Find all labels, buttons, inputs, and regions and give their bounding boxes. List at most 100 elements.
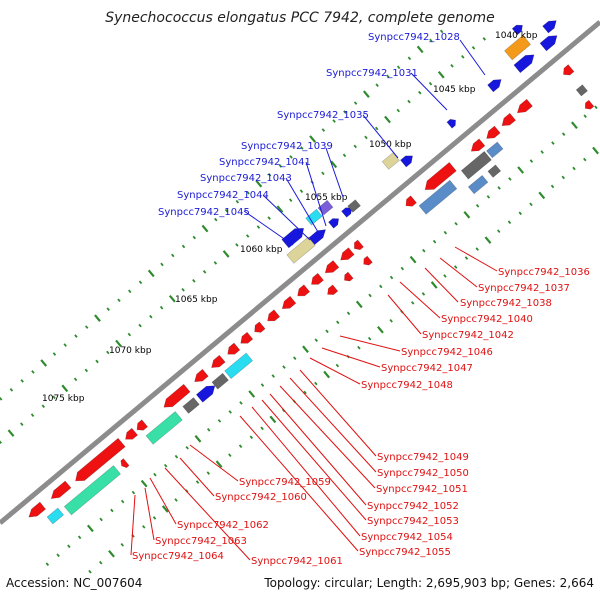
gene-feature-shape [254,321,266,333]
tick-dash [375,83,379,88]
tick-dash [278,164,283,168]
tick-dash [120,499,125,504]
tick-dash [73,377,78,382]
gene-feature-shape [347,199,361,213]
tick-dash [88,569,92,574]
gene-label-1053: Synpcc7942_1053 [367,516,459,527]
tick-dash [330,160,338,169]
gene-feature-shape [46,507,65,525]
tick-dash [299,189,304,194]
tick-dash [41,404,46,409]
tick-dash [269,415,277,424]
gene-feature-shape [211,372,229,390]
tick-dash [355,300,363,309]
tick-dash [529,159,534,163]
gene-label-1036: Synpcc7942_1036 [498,267,590,278]
tick-dash [228,410,232,414]
tick-dash [450,63,454,68]
tick-dash [159,305,164,310]
gene-feature-shape [405,195,417,207]
gene-label-1044: Synpcc7942_1044 [177,190,269,201]
tick-dash [463,211,471,219]
tick-dash [149,314,153,319]
tick-dash [583,157,587,162]
tick-dash [389,318,393,323]
tick-dash [108,549,115,558]
tick-dash [551,141,555,145]
tick-dash [152,516,157,520]
gene-feature-shape [324,260,340,274]
tick-dash [342,153,347,158]
tick-dash [84,368,89,373]
tick-dash [353,144,357,149]
plus-strand-callouts: Synpcc7942_1028 Synpcc7942_1031 Synpcc79… [158,32,486,246]
tick-dash [228,453,232,457]
tick-dash [84,325,89,329]
tick-dash [260,383,265,387]
tick-dash [321,171,325,176]
tick-dash [142,525,146,529]
kbp-label-1045: 1045 kbp [433,85,476,95]
tick-dash [174,454,179,459]
tick-dash [325,329,329,334]
tick-dash [217,419,222,423]
tick-dash [174,498,178,502]
tick-dash [239,401,243,405]
tick-dash [0,440,2,444]
tick-dash [248,390,256,398]
gene-label-1040: Synpcc7942_1040 [441,314,533,325]
gene-feature-shape [446,118,456,129]
tick-dash [418,90,422,95]
gene-feature-shape [211,354,226,368]
tick-dash [302,345,309,353]
tick-dash [529,202,533,207]
kbp-label-1040: 1040 kbp [495,31,538,41]
accession-text: Accession: NC_007604 [6,576,142,590]
tick-dash [192,279,196,283]
tick-dash [52,352,57,356]
tick-dash [377,325,384,334]
gene-feature-shape [487,164,502,178]
tick-dash [396,65,401,70]
tick-dash [594,105,598,110]
gene-feature-shape [487,79,502,93]
tick-dash [461,55,465,59]
tick-dash [0,397,3,401]
gene-label-1046: Synpcc7942_1046 [401,347,493,358]
gene-label-1059: Synpcc7942_1059 [239,477,331,488]
gene-feature-shape [511,24,523,36]
gene-feature-shape [418,179,458,215]
gene-feature-shape [460,150,492,180]
gene-label-1042: Synpcc7942_1042 [422,330,514,341]
tick-dash [368,293,372,298]
tick-dash [260,426,264,431]
gene-feature-shape [281,295,297,310]
gene-feature-shape [501,112,517,127]
tick-dash [235,199,240,204]
kbp-markers: 1040 kbp 1045 kbp 1050 kbp 1055 kbp 1060… [42,31,538,404]
tick-dash [138,280,143,285]
tick-dash [346,311,351,316]
gene-feature-shape [267,309,281,322]
gene-feature-shape [120,458,130,469]
tick-dash [214,217,218,222]
tick-dash [163,463,168,468]
tick-dash [128,289,132,294]
gene-feature-shape [227,342,241,355]
gene-feature-shape [75,437,126,482]
kbp-label-1055: 1055 kbp [305,193,348,203]
gene-feature-shape [224,352,254,380]
gene-feature-shape [575,84,588,97]
gene-feature-shape [194,368,209,383]
gene-label-1047: Synpcc7942_1047 [381,363,473,374]
map-title: Synechococcus elongatus PCC 7942, comple… [105,10,495,26]
tick-dash [484,236,492,244]
tick-dash [181,244,186,249]
tick-dash [120,542,124,547]
tick-dash [195,480,200,484]
tick-dash [367,336,372,341]
gene-label-1049: Synpcc7942_1049 [377,452,469,463]
kbp-label-1070: 1070 kbp [109,346,152,356]
tick-dash [314,338,318,343]
